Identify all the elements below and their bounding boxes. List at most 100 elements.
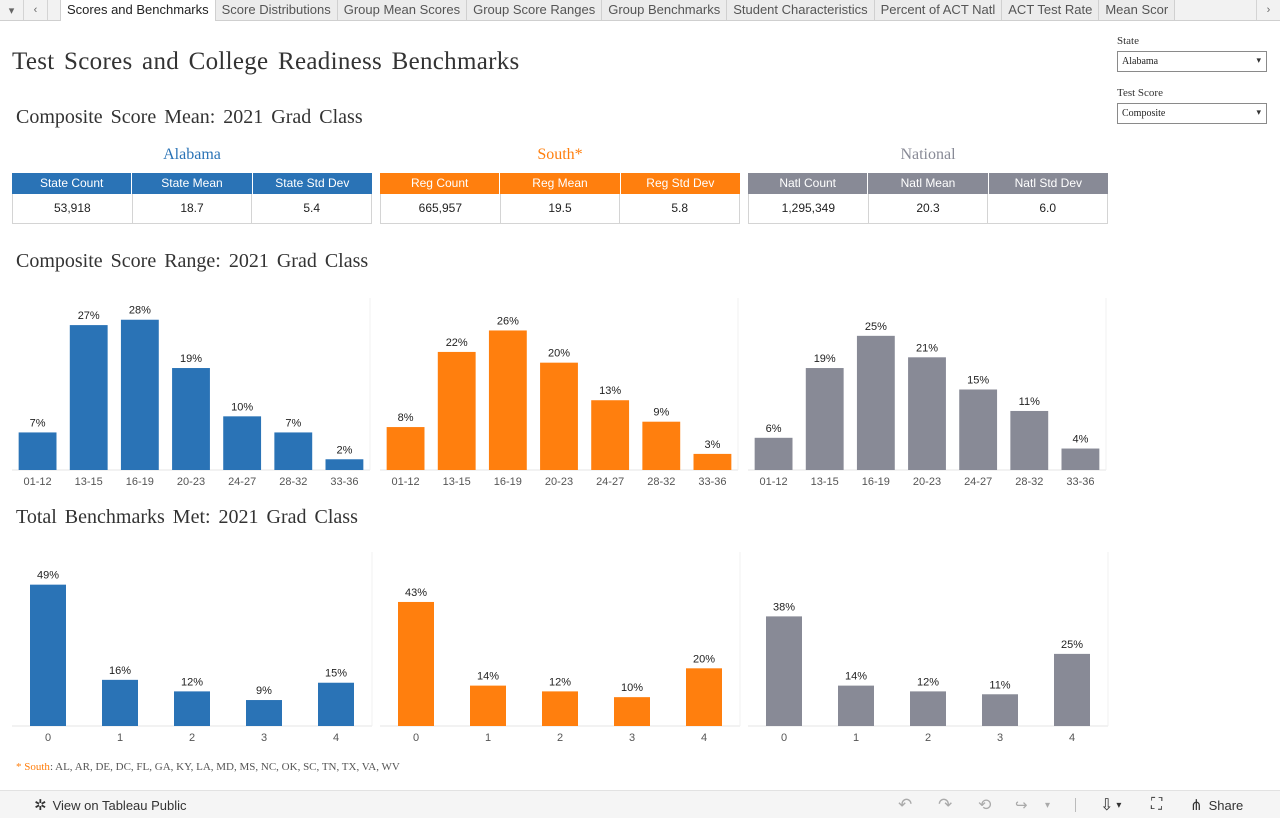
x-tick-label: 3 <box>629 732 635 744</box>
state-benchmarks-chart: 49% 0 16% 1 12% 2 9% 3 15% 4 <box>12 552 373 744</box>
bar-south-4[interactable] <box>686 668 722 726</box>
bar-south-24-27[interactable] <box>591 400 630 470</box>
bar-value-label: 8% <box>398 412 414 424</box>
bar-south-3[interactable] <box>614 697 650 726</box>
table-cell: 5.4 <box>303 201 321 215</box>
tab-group-mean-scores[interactable]: Group Mean Scores <box>337 0 468 20</box>
bar-value-label: 15% <box>967 375 989 387</box>
bar-alabama-33-36[interactable] <box>325 459 364 470</box>
bar-value-label: 10% <box>621 682 643 694</box>
bar-national-3[interactable] <box>982 694 1018 726</box>
bar-south-0[interactable] <box>398 601 434 726</box>
bar-national-13-15[interactable] <box>805 368 844 470</box>
view-on-tableau-label: View on Tableau Public <box>52 797 187 813</box>
x-tick-label: 16-19 <box>126 476 154 488</box>
state-filter-select[interactable]: Alabama ▾ <box>1117 51 1267 72</box>
bar-alabama-24-27[interactable] <box>223 416 262 470</box>
bar-national-1[interactable] <box>838 685 874 726</box>
bar-south-2[interactable] <box>542 691 578 726</box>
tab-score-distributions[interactable]: Score Distributions <box>215 0 338 20</box>
bar-south-1[interactable] <box>470 685 506 726</box>
bar-alabama-4[interactable] <box>318 682 354 726</box>
share-button[interactable]: ⋔ Share <box>1190 791 1243 818</box>
test-score-filter-value: Composite <box>1122 108 1166 119</box>
bar-south-01-12[interactable] <box>386 427 425 470</box>
bar-alabama-2[interactable] <box>174 691 210 726</box>
tab-prev-button[interactable]: ‹ <box>24 0 48 20</box>
table-row: 1,295,349 20.3 6.0 <box>748 194 1108 224</box>
view-on-tableau-button[interactable]: ✲ View on Tableau Public <box>34 791 187 818</box>
chevron-down-icon: ▾ <box>8 4 15 17</box>
bar-national-28-32[interactable] <box>1010 410 1049 470</box>
footnote-label: South <box>24 761 50 773</box>
fullscreen-button[interactable]: ⛶ <box>1151 791 1162 818</box>
bar-value-label: 26% <box>497 315 519 327</box>
tab-act-test-rate[interactable]: ACT Test Rate <box>1002 0 1100 20</box>
refresh-button[interactable]: ↪ <box>1015 791 1028 818</box>
bar-alabama-28-32[interactable] <box>274 432 313 470</box>
national-group-title: National <box>900 146 956 163</box>
bar-alabama-3[interactable] <box>246 700 282 726</box>
tab-mean-scor[interactable]: Mean Scor <box>1099 0 1176 20</box>
bar-value-label: 13% <box>599 385 621 397</box>
tableau-logo-icon: ✲ <box>34 797 47 814</box>
bar-south-28-32[interactable] <box>642 421 681 470</box>
page-title: Test Scores and College Readiness Benchm… <box>12 48 520 75</box>
tab-scores-and-benchmarks[interactable]: Scores and Benchmarks <box>60 0 216 21</box>
x-tick-label: 3 <box>997 732 1003 744</box>
bar-alabama-20-23[interactable] <box>172 368 210 470</box>
refresh-dropdown-button[interactable]: ▾ <box>1045 791 1050 818</box>
table-cell: 1,295,349 <box>749 194 869 223</box>
bar-alabama-13-15[interactable] <box>69 325 108 470</box>
revert-button[interactable]: ⟲ <box>978 791 991 818</box>
x-tick-label: 24-27 <box>596 476 624 488</box>
tab-bar: ▾ ‹ Scores and Benchmarks Score Distribut… <box>0 0 1280 21</box>
undo-button[interactable]: ↶ <box>898 791 912 818</box>
x-tick-label: 2 <box>925 732 931 744</box>
download-icon: ⇩ <box>1100 797 1114 814</box>
bar-south-20-23[interactable] <box>540 362 578 470</box>
dropdown-arrow-icon: ▾ <box>1256 107 1261 117</box>
bar-national-4[interactable] <box>1054 653 1090 726</box>
tab-menu-button[interactable]: ▾ <box>0 0 24 20</box>
undo-icon: ↶ <box>898 795 913 814</box>
test-score-filter-select[interactable]: Composite ▾ <box>1117 103 1267 124</box>
bar-value-label: 10% <box>231 401 253 413</box>
bar-south-33-36[interactable] <box>693 453 732 470</box>
bar-alabama-1[interactable] <box>102 679 138 726</box>
redo-button[interactable]: ↷ <box>938 791 952 818</box>
bar-value-label: 25% <box>1061 639 1083 651</box>
x-tick-label: 1 <box>853 732 859 744</box>
bar-alabama-01-12[interactable] <box>18 432 57 470</box>
bar-value-label: 28% <box>129 305 151 317</box>
table-cell: 5.8 <box>671 201 689 215</box>
bar-value-label: 12% <box>549 676 571 688</box>
table-row: 665,957 19.5 5.8 <box>380 194 740 224</box>
bar-national-16-19[interactable] <box>856 335 895 470</box>
bar-national-20-23[interactable] <box>908 357 946 470</box>
bar-national-2[interactable] <box>910 691 946 726</box>
tab-percent-of-act-natl[interactable]: Percent of ACT Natl <box>874 0 1003 20</box>
range-section-title: Composite Score Range: 2021 Grad Class <box>16 250 369 272</box>
chevron-left-icon: ‹ <box>33 4 38 16</box>
benchmarks-section-title: Total Benchmarks Met: 2021 Grad Class <box>16 506 358 528</box>
tab-group-benchmarks[interactable]: Group Benchmarks <box>602 0 728 20</box>
x-tick-label: 13-15 <box>811 476 839 488</box>
x-tick-label: 16-19 <box>494 476 522 488</box>
national-range-chart: 6% 01-12 19% 13-15 25% 16-19 21% 20-23 15% 24-27 1… <box>748 298 1107 488</box>
bar-south-16-19[interactable] <box>488 330 527 470</box>
bottom-toolbar: ✲ View on Tableau Public ↶ ↷ ⟲ ↪ ▾ ⇩ ▾ ⛶… <box>0 790 1280 818</box>
share-icon: ⋔ <box>1190 797 1203 814</box>
tab-group-score-ranges[interactable]: Group Score Ranges <box>467 0 603 20</box>
bar-alabama-16-19[interactable] <box>120 319 159 470</box>
bar-national-01-12[interactable] <box>754 437 793 470</box>
download-button[interactable]: ⇩ ▾ <box>1100 791 1121 818</box>
tab-student-characteristics[interactable]: Student Characteristics <box>727 0 875 20</box>
tab-next-button[interactable]: › <box>1256 0 1280 20</box>
bar-south-13-15[interactable] <box>437 351 476 470</box>
bar-national-24-27[interactable] <box>959 389 998 471</box>
bar-national-33-36[interactable] <box>1061 448 1100 470</box>
x-tick-label: 2 <box>189 732 195 744</box>
bar-national-0[interactable] <box>766 616 802 726</box>
bar-alabama-0[interactable] <box>30 584 66 726</box>
